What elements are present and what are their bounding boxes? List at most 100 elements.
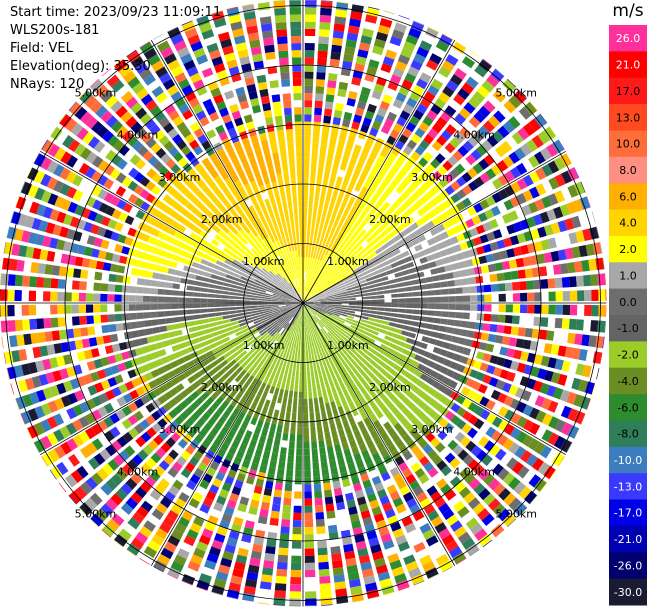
radar-gate bbox=[468, 180, 479, 192]
radar-gate bbox=[375, 286, 384, 291]
radar-gate bbox=[340, 125, 349, 135]
radar-gate bbox=[368, 59, 380, 69]
radar-gate bbox=[318, 36, 330, 45]
radar-gate bbox=[493, 110, 506, 123]
radar-gate bbox=[491, 164, 503, 176]
radar-gate bbox=[340, 200, 348, 209]
radar-gate bbox=[375, 282, 383, 287]
radar-gate bbox=[339, 215, 346, 224]
radar-gate bbox=[377, 299, 385, 303]
colorbar-tick-label: 17.0 bbox=[616, 85, 641, 98]
radar-gate bbox=[351, 173, 359, 183]
radar-gate bbox=[341, 155, 350, 164]
radar-gate bbox=[368, 217, 377, 226]
colorbar-tick-label: 1.0 bbox=[619, 270, 637, 283]
radar-gate bbox=[492, 89, 506, 103]
radar-gate bbox=[437, 266, 446, 274]
radar-gate bbox=[461, 82, 475, 95]
radar-gate bbox=[433, 289, 442, 296]
radar-gate bbox=[410, 151, 421, 162]
radar-gate bbox=[343, 53, 354, 63]
radar-gate bbox=[454, 132, 466, 144]
radar-gate bbox=[358, 248, 366, 256]
radar-gate bbox=[311, 273, 316, 281]
radar-gate bbox=[309, 265, 313, 273]
radar-gate bbox=[431, 275, 440, 282]
radar-gate bbox=[304, 57, 315, 65]
radar-gate bbox=[358, 276, 366, 282]
radar-gate bbox=[342, 118, 351, 128]
radar-gate bbox=[454, 163, 466, 175]
radar-gate bbox=[345, 187, 353, 196]
radar-gate bbox=[355, 300, 364, 303]
radar-gate bbox=[425, 59, 439, 71]
radar-gate bbox=[465, 218, 475, 228]
radar-gate bbox=[327, 267, 334, 275]
radar-gate bbox=[428, 26, 439, 33]
radar-gate bbox=[303, 271, 305, 279]
radar-gate bbox=[461, 56, 476, 69]
radar-gate bbox=[332, 30, 344, 39]
radar-gate bbox=[504, 170, 515, 183]
radar-gate bbox=[567, 262, 576, 274]
radar-gate bbox=[414, 244, 423, 252]
radar-gate bbox=[503, 271, 512, 281]
radar-gate bbox=[308, 288, 313, 295]
radar-gate bbox=[521, 204, 532, 216]
radar-gate bbox=[362, 117, 372, 127]
radar-gate bbox=[303, 285, 305, 293]
radar-gate bbox=[483, 100, 496, 113]
radar-gate bbox=[340, 67, 351, 77]
radar-gate bbox=[324, 264, 330, 272]
radar-gate bbox=[333, 237, 340, 245]
radar-gate bbox=[384, 264, 393, 271]
colorbar-tick-label: 8.0 bbox=[619, 164, 637, 177]
radar-gate bbox=[546, 209, 557, 221]
radar-gate bbox=[528, 118, 541, 132]
radar-gate bbox=[537, 226, 547, 238]
radar-gate bbox=[398, 85, 410, 96]
radar-gate bbox=[319, 269, 324, 277]
radar-gate bbox=[329, 251, 336, 259]
radar-gate bbox=[417, 234, 427, 243]
radar-gate bbox=[534, 198, 546, 211]
colorbar-tick-label: -17.0 bbox=[614, 507, 642, 520]
radar-gate bbox=[326, 225, 332, 234]
radar-gate bbox=[420, 97, 432, 108]
radar-gate bbox=[305, 295, 311, 301]
radar-gate bbox=[591, 211, 596, 223]
radar-gate bbox=[465, 76, 479, 89]
radar-gate bbox=[306, 264, 309, 272]
radar-gate bbox=[407, 66, 420, 77]
radar-gate bbox=[484, 294, 492, 302]
radar-gate bbox=[426, 283, 434, 290]
radar-gate bbox=[353, 284, 361, 289]
radar-gate bbox=[368, 284, 376, 289]
radar-gate bbox=[541, 164, 553, 177]
radar-gate bbox=[392, 234, 401, 243]
radar-gate bbox=[385, 225, 394, 234]
radar-gate bbox=[433, 182, 444, 193]
radar-gate bbox=[513, 90, 527, 104]
radar-gate bbox=[305, 296, 312, 302]
radar-gate bbox=[343, 111, 353, 121]
radar-gate bbox=[335, 9, 348, 18]
radar-gate bbox=[571, 215, 582, 229]
radar-gate bbox=[311, 157, 318, 165]
radar-gate bbox=[318, 291, 325, 296]
radar-gate bbox=[333, 205, 340, 214]
radar-gate bbox=[316, 287, 323, 293]
radar-gate bbox=[310, 250, 314, 259]
radar-gate bbox=[413, 20, 425, 26]
radar-gate bbox=[347, 25, 360, 35]
radar-gate bbox=[514, 147, 526, 160]
radar-gate bbox=[305, 301, 313, 303]
radar-gate bbox=[560, 263, 569, 274]
radar-gate bbox=[373, 83, 385, 93]
radar-gate bbox=[380, 255, 388, 263]
radar-gate bbox=[320, 231, 326, 239]
radar-gate bbox=[433, 194, 444, 204]
radar-gate bbox=[533, 279, 542, 290]
radar-gate bbox=[464, 259, 474, 268]
radar-gate bbox=[337, 230, 344, 239]
